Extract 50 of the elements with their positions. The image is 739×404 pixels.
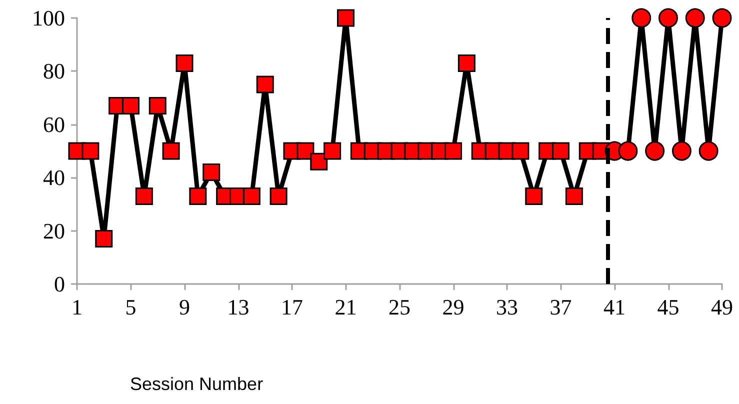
x-tick-label: 21 bbox=[334, 294, 357, 320]
x-tick-label: 29 bbox=[442, 294, 464, 320]
x-tick-label: 33 bbox=[496, 294, 518, 320]
point bbox=[270, 187, 288, 205]
x-tick-label: 17 bbox=[281, 294, 303, 320]
point bbox=[296, 142, 314, 160]
y-tick-label: 100 bbox=[32, 6, 65, 30]
point bbox=[242, 187, 260, 205]
x-tick-label: 13 bbox=[227, 294, 250, 320]
x-tick-label: 41 bbox=[604, 294, 626, 320]
point bbox=[512, 142, 530, 160]
y-tick-label: 40 bbox=[43, 165, 65, 190]
point bbox=[202, 164, 220, 182]
point bbox=[698, 141, 718, 161]
x-tick-label: 37 bbox=[550, 294, 572, 320]
point bbox=[176, 54, 194, 72]
x-tick-label: 5 bbox=[125, 294, 136, 320]
point bbox=[337, 9, 354, 27]
point bbox=[256, 76, 274, 94]
point bbox=[552, 142, 570, 160]
point bbox=[122, 97, 140, 115]
x-tick-label: 1 bbox=[72, 294, 82, 320]
y-tick-label: 0 bbox=[54, 272, 65, 296]
point bbox=[82, 142, 100, 160]
point bbox=[324, 142, 342, 160]
point bbox=[685, 8, 705, 28]
point bbox=[645, 141, 665, 161]
x-tick-label: 45 bbox=[657, 294, 680, 320]
point bbox=[618, 141, 638, 161]
point bbox=[189, 187, 207, 205]
y-tick-label: 80 bbox=[43, 58, 65, 84]
point bbox=[632, 8, 652, 28]
point bbox=[95, 230, 113, 248]
point bbox=[658, 8, 678, 28]
point bbox=[672, 141, 692, 161]
point bbox=[148, 97, 166, 115]
point bbox=[135, 187, 153, 205]
point bbox=[162, 142, 180, 160]
point bbox=[525, 187, 543, 205]
x-tick-label: 49 bbox=[711, 294, 733, 320]
point bbox=[444, 142, 462, 160]
point bbox=[458, 54, 476, 72]
point bbox=[310, 152, 328, 170]
x-tick-label: 9 bbox=[179, 294, 190, 320]
x-tick-label: 25 bbox=[388, 294, 410, 320]
point bbox=[565, 187, 583, 205]
x-axis-title: Session Number bbox=[130, 374, 264, 394]
y-tick-label: 20 bbox=[43, 218, 65, 244]
point bbox=[712, 8, 732, 28]
y-tick-label: 60 bbox=[43, 112, 65, 137]
